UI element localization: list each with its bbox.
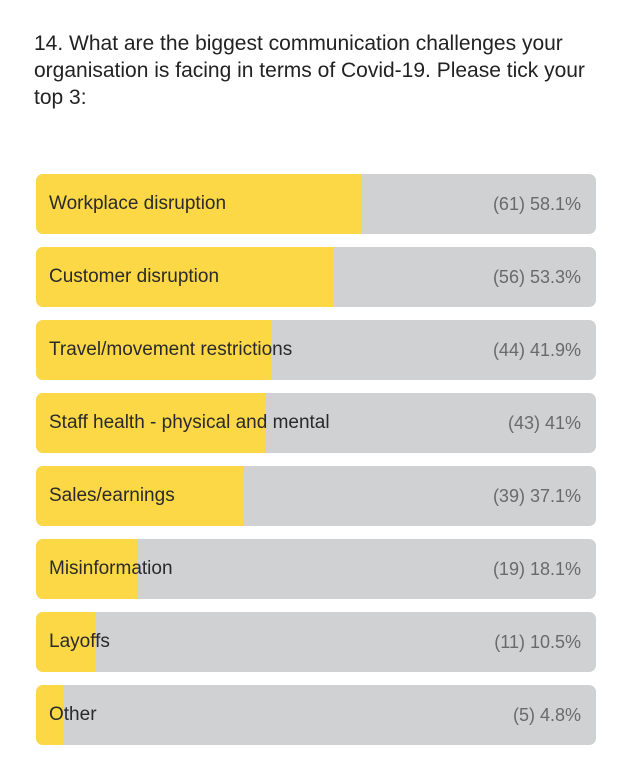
bar-row: Staff health - physical and mental (43) … xyxy=(36,393,596,453)
bar-fill xyxy=(36,539,138,599)
bar-row: Sales/earnings (39) 37.1% xyxy=(36,466,596,526)
bar-label: Travel/movement restrictions xyxy=(49,339,293,360)
bar-label: Other xyxy=(49,704,97,725)
bar-value-label: (44) 41.9% xyxy=(492,340,581,360)
bar-value-label: (56) 53.3% xyxy=(492,267,581,287)
bar-label: Workplace disruption xyxy=(49,193,227,214)
bar-row: Misinformation (19) 18.1% xyxy=(36,539,596,599)
bar-fill xyxy=(36,393,266,453)
bar-fill xyxy=(36,466,244,526)
question-title: 14. What are the biggest communication c… xyxy=(34,32,585,109)
bar-row: Customer disruption (56) 53.3% xyxy=(36,247,596,307)
bar-label: Layoffs xyxy=(49,631,110,652)
bar-label: Customer disruption xyxy=(49,266,220,287)
bar-chart: Workplace disruption (61) 58.1% Customer… xyxy=(36,174,596,758)
bar-value-label: (5) 4.8% xyxy=(512,705,581,725)
bar-value-label: (43) 41% xyxy=(507,413,581,433)
bar-value-label: (19) 18.1% xyxy=(492,559,581,579)
bar-row: Workplace disruption (61) 58.1% xyxy=(36,174,596,234)
bar-row: Travel/movement restrictions (44) 41.9% xyxy=(36,320,596,380)
bar-value-label: (11) 10.5% xyxy=(494,632,581,652)
bar-label: Sales/earnings xyxy=(49,485,175,506)
bar-value-label: (39) 37.1% xyxy=(492,486,581,506)
bar-row: Other (5) 4.8% xyxy=(36,685,596,745)
bar-fill xyxy=(36,247,335,307)
bar-label: Misinformation xyxy=(49,558,173,579)
bar-fill xyxy=(36,685,63,745)
bar-fill xyxy=(36,612,95,672)
bar-label: Staff health - physical and mental xyxy=(49,412,330,433)
bar-fill xyxy=(36,174,362,234)
bar-row: Layoffs (11) 10.5% xyxy=(36,612,596,672)
bar-value-label: (61) 58.1% xyxy=(492,194,581,214)
bar-fill xyxy=(36,320,271,380)
